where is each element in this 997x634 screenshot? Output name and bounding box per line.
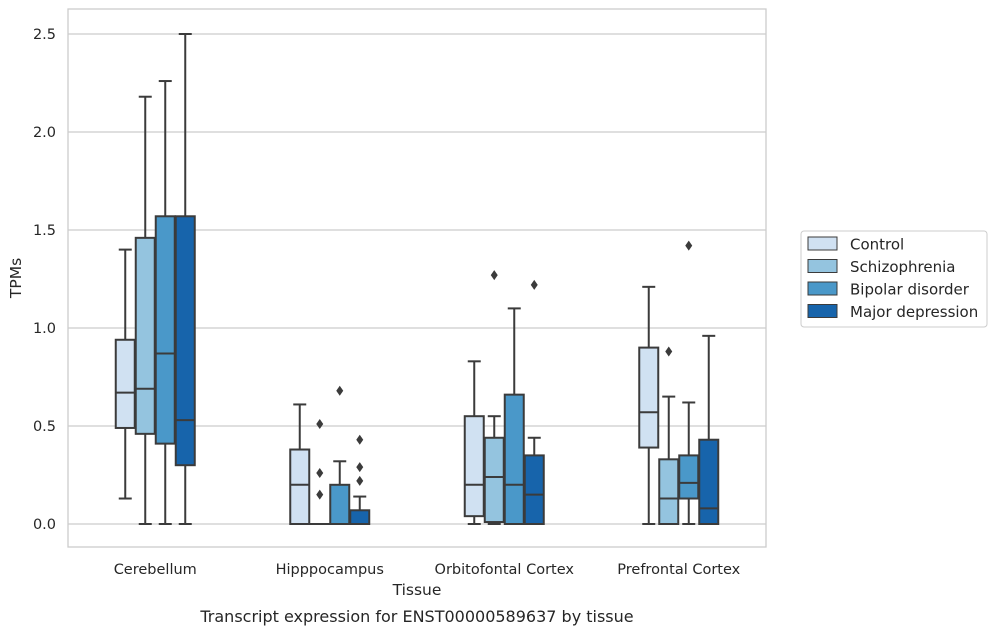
y-tick-label: 1.0: [33, 321, 56, 337]
box-body: [483, 436, 505, 524]
box-body: [523, 454, 545, 525]
legend-swatch: [807, 281, 838, 296]
y-tick-label: 1.5: [33, 223, 56, 239]
x-axis-title: Tissue: [392, 581, 442, 599]
legend-swatch: [807, 236, 838, 251]
box-body: [678, 454, 700, 500]
box-body: [174, 215, 196, 467]
outlier-point: [316, 489, 324, 500]
outlier-point: [356, 475, 364, 486]
outlier-point: [356, 462, 364, 473]
legend-swatch: [807, 259, 838, 273]
plot-frame: [67, 8, 767, 548]
box-body: [349, 509, 371, 525]
outlier-point: [316, 419, 324, 430]
outlier-point: [356, 434, 364, 445]
x-tick-label: Cerebellum: [114, 562, 197, 578]
box-major-depression: [174, 33, 196, 525]
box-bipolar-disorder: [329, 385, 351, 525]
box-body: [698, 438, 720, 525]
box-groups: [114, 33, 720, 526]
box-major-depression: [698, 334, 720, 525]
box-body: [134, 236, 156, 435]
box-control: [638, 285, 660, 525]
box-body: [658, 458, 680, 526]
y-tick-label: 0.5: [33, 419, 56, 435]
box-body: [463, 415, 485, 518]
box-schizophrenia: [309, 419, 331, 526]
box-body: [638, 346, 660, 449]
y-axis-title: TPMs: [7, 258, 25, 299]
figure-caption: Transcript expression for ENST0000058963…: [199, 607, 633, 626]
outlier-point: [665, 346, 673, 357]
box-major-depression: [523, 279, 545, 525]
legend-label: Major depression: [850, 303, 978, 321]
outlier-point: [316, 468, 324, 479]
legend-swatch: [807, 304, 838, 318]
legend-label: Schizophrenia: [850, 258, 955, 276]
box-schizophrenia: [483, 270, 505, 525]
box-control: [289, 403, 311, 525]
box-bipolar-disorder: [678, 240, 700, 525]
x-tick-label: Prefrontal Cortex: [617, 562, 740, 578]
legend-label: Bipolar disorder: [850, 281, 970, 299]
box-control: [114, 248, 136, 500]
y-tick-label: 0.0: [33, 517, 56, 533]
x-axis-ticks: Cerebellum Hipppocampus Orbitofontal Corte…: [114, 562, 741, 578]
outlier-point: [336, 385, 344, 396]
x-tick-label: Hipppocampus: [276, 562, 384, 578]
outlier-point: [685, 240, 693, 251]
x-tick-label: Orbitofontal Cortex: [435, 562, 575, 578]
box-bipolar-disorder: [503, 307, 525, 526]
y-axis-ticks: 0.0 0.5 1.0 1.5 2.0 2.5: [33, 27, 56, 533]
legend-frame: [800, 230, 988, 328]
y-tick-label: 2.0: [33, 125, 56, 141]
box-body: [154, 215, 176, 445]
box-schizophrenia: [134, 95, 156, 525]
legend: Control Schizophrenia Bipolar disorder Majo…: [800, 230, 988, 328]
y-tick-label: 2.5: [33, 27, 56, 43]
outlier-point: [490, 270, 498, 281]
outlier-point: [530, 279, 538, 290]
legend-label: Control: [850, 236, 904, 254]
box-body: [329, 483, 351, 525]
box-body: [289, 448, 311, 525]
box-body: [114, 338, 136, 429]
box-body: [503, 393, 525, 526]
box-major-depression: [349, 434, 371, 525]
